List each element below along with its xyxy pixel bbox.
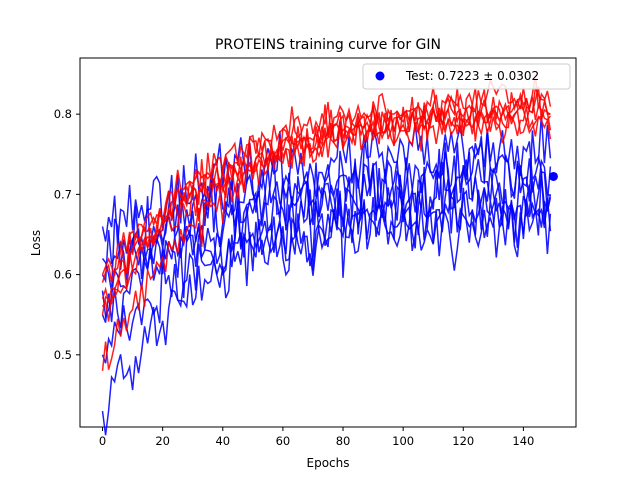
validation-curve-6 [101,130,552,329]
x-axis-label: Epochs [307,456,350,470]
train-curve-6 [101,86,551,322]
x-tick-label: 60 [276,434,291,448]
x-tick-label: 140 [512,434,534,448]
chart-title: PROTEINS training curve for GIN [215,37,441,53]
plot-area: 0 20 40 60 80 100 120 140 0.5 0.6 0.7 0.8 [54,57,577,448]
legend-box [362,63,571,90]
legend: Test: 0.7223 ± 0.0302 [362,63,571,90]
x-tick-label: 80 [336,434,351,448]
x-tick-label: 120 [452,434,474,448]
validation-curve-7 [101,186,552,364]
x-tick-label: 0 [99,434,106,448]
test-point [548,171,558,181]
y-axis-label: Loss [29,230,43,256]
validation-curve-3 [101,113,552,245]
legend-marker-test [375,71,385,81]
x-tick-label: 100 [392,434,414,448]
validation-curve-5 [101,136,552,292]
plot-frame [79,57,577,428]
train-curve-5 [101,101,552,277]
legend-label-test: Test: 0.7223 ± 0.0302 [405,69,539,83]
series-layer [101,74,558,436]
y-tick-label: 0.5 [54,348,72,362]
y-axis-ticks: 0.5 0.6 0.7 0.8 [54,107,80,362]
y-tick-label: 0.6 [54,268,72,282]
y-tick-label: 0.7 [54,187,72,201]
x-tick-label: 40 [215,434,230,448]
x-tick-label: 20 [155,434,170,448]
x-axis-ticks: 0 20 40 60 80 100 120 140 [99,427,534,448]
y-tick-label: 0.8 [54,107,72,121]
